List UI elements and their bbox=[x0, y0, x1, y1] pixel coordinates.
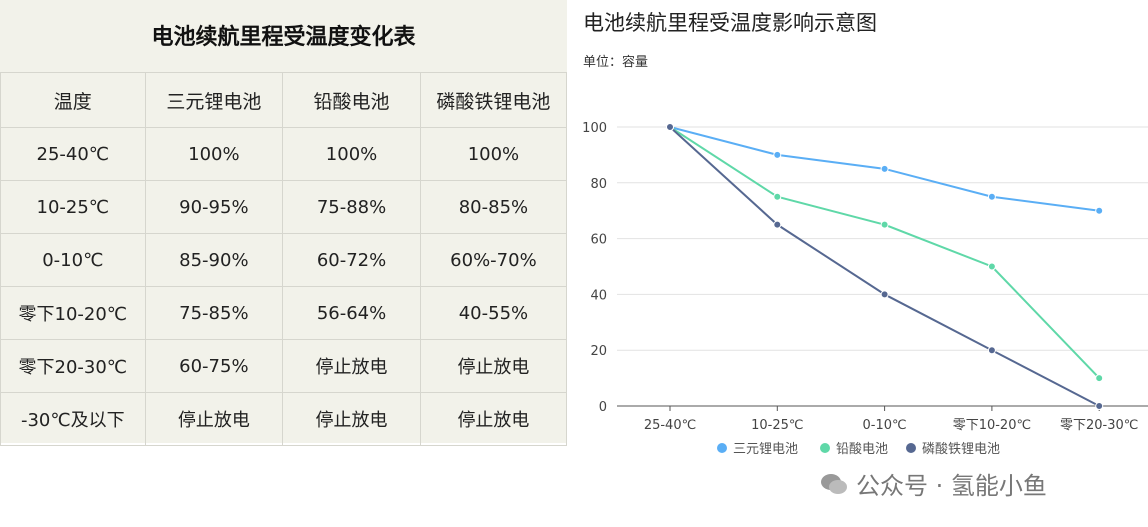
data-point bbox=[1095, 206, 1104, 215]
table-row: 零下20-30℃ 60-75% 停止放电 停止放电 bbox=[0, 339, 568, 393]
column-header: 铅酸电池 bbox=[282, 72, 421, 128]
data-point bbox=[987, 262, 996, 271]
legend-label[interactable]: 铅酸电池 bbox=[836, 442, 888, 457]
legend-marker bbox=[717, 443, 727, 453]
legend-label[interactable]: 三元锂电池 bbox=[733, 442, 798, 457]
chart-title: 电池续航里程受温度影响示意图 bbox=[583, 11, 877, 35]
table-cell: 25-40℃ bbox=[0, 127, 146, 181]
data-point bbox=[773, 192, 782, 201]
table-cell: 56-64% bbox=[282, 286, 421, 340]
column-header: 三元锂电池 bbox=[144, 72, 284, 128]
y-tick-label: 60 bbox=[590, 233, 607, 248]
table-cell: -30℃及以下 bbox=[0, 392, 146, 446]
legend-marker bbox=[906, 443, 916, 453]
table-cell: 零下10-20℃ bbox=[0, 286, 146, 340]
table-row: 零下10-20℃ 75-85% 56-64% 40-55% bbox=[0, 286, 568, 340]
line-chart: 电池续航里程受温度影响示意图 单位：容量 0 20 40 60 80 100 25-40℃ 1… bbox=[582, 11, 1148, 457]
table-cell: 40-55% bbox=[419, 286, 568, 340]
data-point bbox=[773, 150, 782, 159]
data-point bbox=[987, 346, 996, 355]
table-cell: 60-72% bbox=[282, 233, 421, 287]
table-cell: 停止放电 bbox=[282, 392, 421, 446]
data-point bbox=[666, 123, 674, 131]
table-title: 电池续航里程受温度变化表 bbox=[151, 25, 416, 50]
table-cell: 90-95% bbox=[144, 180, 284, 234]
table-row: 10-25℃ 90-95% 75-88% 80-85% bbox=[0, 180, 568, 234]
x-tick-label: 零下10-20℃ bbox=[953, 418, 1031, 433]
series-line bbox=[669, 126, 1100, 379]
table-cell: 85-90% bbox=[144, 233, 284, 287]
table-cell: 零下20-30℃ bbox=[0, 339, 146, 393]
data-point bbox=[987, 192, 996, 201]
y-tick-label: 0 bbox=[599, 400, 607, 415]
legend-marker bbox=[820, 443, 830, 453]
y-tick-label: 80 bbox=[590, 177, 607, 192]
table-cell: 80-85% bbox=[419, 180, 568, 234]
table-cell: 10-25℃ bbox=[0, 180, 146, 234]
x-tick-label: 零下20-30℃ bbox=[1060, 418, 1138, 433]
table-row: 0-10℃ 85-90% 60-72% 60%-70% bbox=[0, 233, 568, 287]
table-cell: 60-75% bbox=[144, 339, 284, 393]
column-header: 磷酸铁锂电池 bbox=[419, 72, 568, 128]
x-tick-label: 0-10℃ bbox=[863, 418, 907, 433]
table-cell: 停止放电 bbox=[144, 392, 284, 446]
table-row: -30℃及以下 停止放电 停止放电 停止放电 bbox=[0, 392, 568, 446]
data-point bbox=[773, 220, 782, 229]
y-tick-label: 100 bbox=[582, 121, 607, 136]
legend-label[interactable]: 磷酸铁锂电池 bbox=[922, 442, 1000, 457]
watermark-text: 公众号 · 氢能小鱼 bbox=[856, 472, 1047, 500]
table-cell: 100% bbox=[419, 127, 568, 181]
wechat-icon bbox=[821, 473, 847, 494]
watermark: 公众号 · 氢能小鱼 bbox=[820, 466, 1047, 501]
table-cell: 停止放电 bbox=[419, 339, 568, 393]
table-cell: 停止放电 bbox=[282, 339, 421, 393]
y-tick-label: 40 bbox=[590, 288, 607, 303]
table-cell: 100% bbox=[282, 127, 421, 181]
table-cell: 75-85% bbox=[144, 286, 284, 340]
table-cell: 75-88% bbox=[282, 180, 421, 234]
temperature-table: 电池续航里程受温度变化表 温度 三元锂电池 铅酸电池 磷酸铁锂电池 25-40℃ 100%… bbox=[0, 0, 568, 446]
data-point bbox=[880, 290, 889, 299]
data-point bbox=[1095, 402, 1104, 410]
table-cell: 60%-70% bbox=[419, 233, 568, 287]
table-cell: 停止放电 bbox=[419, 392, 568, 446]
table-cell: 100% bbox=[144, 127, 284, 181]
data-point bbox=[880, 220, 889, 229]
column-header: 温度 bbox=[0, 72, 146, 128]
y-tick-label: 20 bbox=[590, 344, 607, 359]
x-tick-label: 25-40℃ bbox=[644, 418, 696, 433]
data-table: 温度 三元锂电池 铅酸电池 磷酸铁锂电池 25-40℃ 100% 100% 100% 10-25… bbox=[0, 72, 568, 446]
y-axis-unit: 单位：容量 bbox=[583, 54, 648, 70]
data-point bbox=[1095, 374, 1104, 383]
table-row: 25-40℃ 100% 100% 100% bbox=[0, 127, 568, 181]
x-tick-label: 10-25℃ bbox=[751, 418, 803, 433]
data-point bbox=[880, 164, 889, 173]
table-cell: 0-10℃ bbox=[0, 233, 146, 287]
